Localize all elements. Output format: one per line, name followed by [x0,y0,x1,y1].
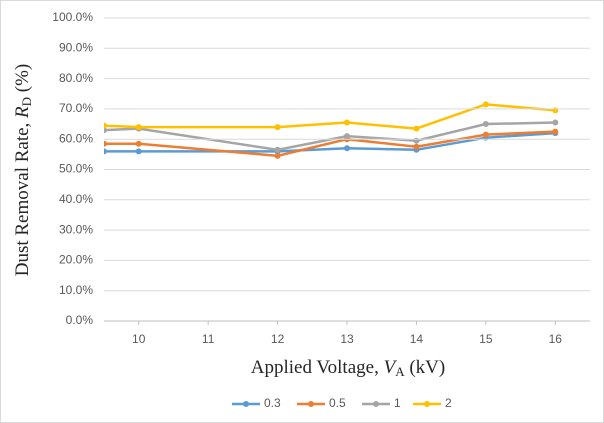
data-point [104,127,107,134]
y-tick-label: 70.0% [59,101,93,115]
x-tick-label: 14 [410,332,424,346]
data-point [482,101,489,108]
y-tick-label: 20.0% [59,253,93,267]
x-tick-label: 13 [340,332,354,346]
data-point [413,125,420,132]
legend-label: 0.5 [329,396,346,410]
x-tick-label: 12 [271,332,285,346]
legend-marker [373,401,379,407]
y-tick-label: 30.0% [59,222,93,236]
data-point [552,119,559,126]
y-tick-label: 100.0% [52,10,93,24]
data-point [135,124,142,131]
y-axis-label: Dust Removal Rate, RD (%) [12,64,34,277]
x-tick-label: 15 [479,332,493,346]
legend-marker [243,401,249,407]
x-axis-label: Applied Voltage, VA (kV) [251,357,445,379]
data-point [552,128,559,135]
x-tick-label: 16 [549,332,563,346]
legend-label: 1 [394,396,401,410]
data-point [344,119,350,126]
legend-marker [308,401,314,407]
y-tick-label: 90.0% [59,40,93,54]
data-point [552,107,559,114]
legend-marker [424,401,430,407]
legend-label: 2 [445,396,452,410]
y-tick-label: 60.0% [59,131,93,145]
data-point [344,133,350,140]
data-point [413,137,420,144]
data-point [274,152,281,159]
data-point [104,122,107,129]
y-tick-label: 80.0% [59,71,93,85]
data-point [104,148,107,155]
data-point [135,148,142,155]
y-tick-label: 40.0% [59,192,93,206]
y-tick-label: 0.0% [66,313,94,327]
data-point [104,140,107,147]
data-point [344,145,350,152]
data-point [274,146,281,153]
data-point [135,140,142,147]
y-tick-label: 10.0% [59,283,93,297]
x-tick-label: 11 [202,332,215,346]
legend-label: 0.3 [264,396,281,410]
y-tick-label: 50.0% [59,162,93,176]
data-point [413,143,420,150]
data-point [482,131,489,138]
x-tick-label: 10 [132,332,146,346]
data-point [274,124,281,131]
data-point [482,121,489,128]
